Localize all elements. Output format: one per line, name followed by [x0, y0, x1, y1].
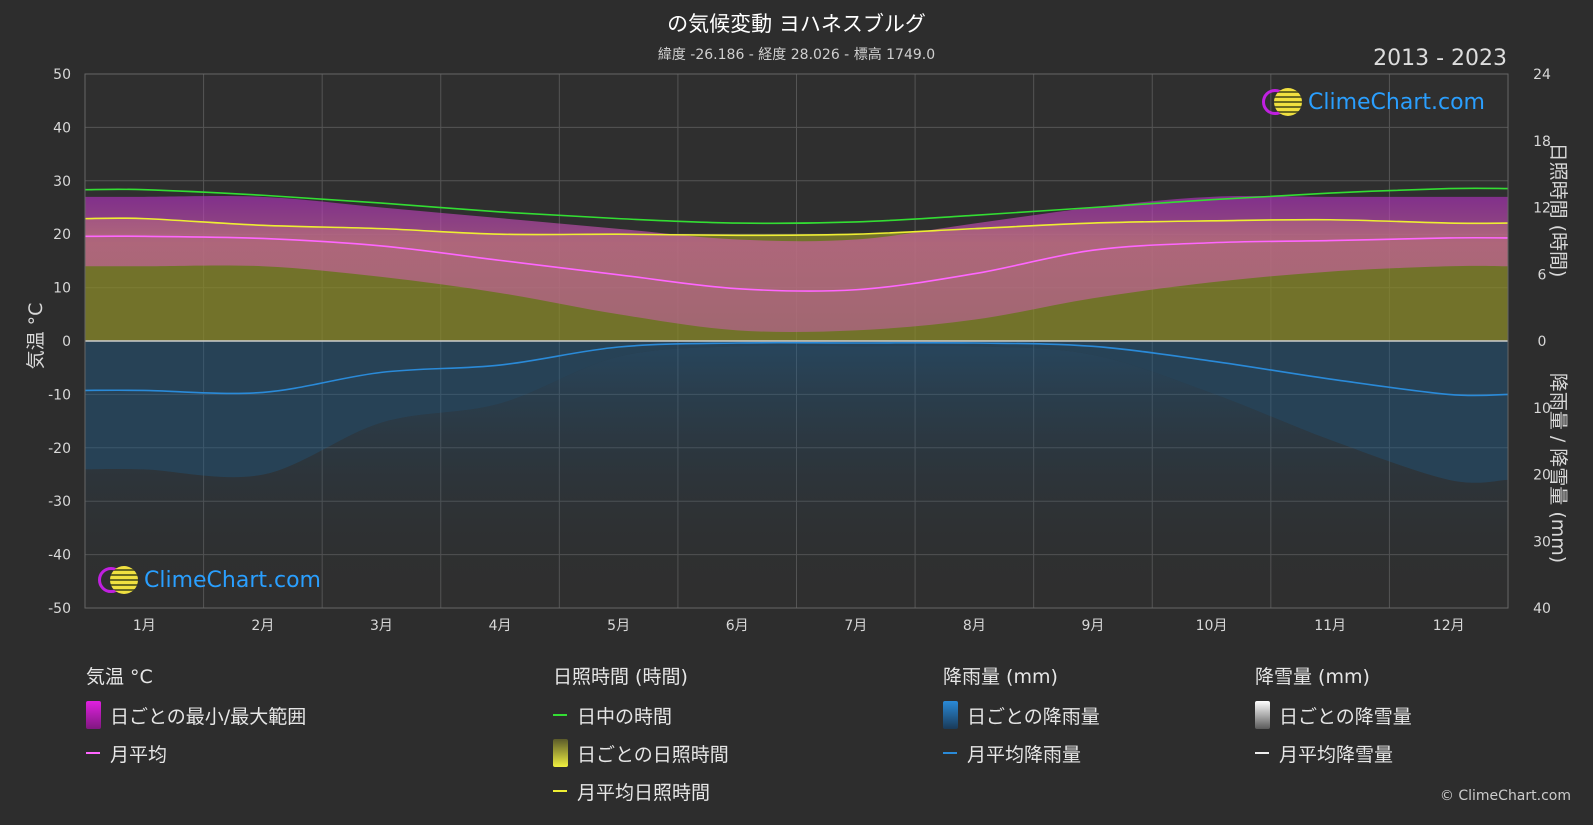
right-top-tick-label: 24 — [1533, 67, 1551, 83]
month-label: 8月 — [963, 618, 986, 634]
right-bottom-tick-label: 20 — [1533, 468, 1551, 484]
legend-rain: 降雨量 (mm) 日ごとの降雨量 月平均降雨量 — [943, 662, 1100, 778]
legend-item: 日ごとの日照時間 — [553, 739, 729, 767]
temp-range-band — [85, 196, 1508, 333]
legend-label: 日ごとの日照時間 — [577, 743, 729, 766]
legend-item: 日ごとの降雨量 — [943, 701, 1100, 729]
year-range: 2013 - 2023 — [1373, 46, 1507, 71]
legend-label: 日中の時間 — [577, 705, 673, 728]
right-top-axis-label: 日照時間 (時間) — [1547, 143, 1569, 278]
month-label: 10月 — [1196, 618, 1228, 634]
left-tick-label: -20 — [48, 441, 71, 457]
axis-ticks: 50 40 30 20 10 0 -10 -20 -30 -40 -50 24 18 12 6 0 10 20 30… — [48, 67, 1551, 634]
legend-label: 日ごとの降雨量 — [967, 705, 1100, 728]
legend-item: 日ごとの降雪量 — [1255, 701, 1412, 729]
copyright: © ClimeChart.com — [1439, 788, 1571, 804]
legend-item: 月平均 — [86, 740, 306, 766]
legend-rain-title: 降雨量 (mm) — [943, 666, 1058, 688]
series-line-0 — [84, 187, 1509, 225]
legend-temp-title: 気温 °C — [86, 666, 153, 688]
legend-label: 月平均降雪量 — [1279, 743, 1394, 766]
legend-label: 月平均 — [110, 743, 168, 766]
legend-label: 月平均降雨量 — [967, 743, 1082, 766]
left-tick-label: -30 — [48, 494, 71, 510]
plot-border — [84, 73, 1509, 609]
month-label: 2月 — [251, 618, 274, 634]
left-tick-label: 10 — [53, 281, 71, 297]
legend-item: 月平均降雨量 — [943, 740, 1100, 766]
logo-sun-icon — [110, 566, 138, 594]
sunshine-avg-swatch — [553, 790, 567, 792]
chart-title: の気候変動 ヨハネスブルグ — [667, 12, 926, 36]
left-tick-label: 0 — [62, 334, 71, 350]
rain-area — [85, 341, 1508, 483]
logo-top: ClimeChart.com — [1262, 88, 1485, 116]
right-bottom-tick-label: 40 — [1533, 601, 1551, 617]
legend-snow-title: 降雪量 (mm) — [1255, 666, 1370, 688]
right-top-tick-label: 0 — [1538, 334, 1547, 350]
left-tick-label: 50 — [53, 67, 71, 83]
rain-avg-swatch — [943, 752, 957, 754]
series-line-2 — [84, 235, 1509, 292]
data-fills — [85, 196, 1508, 608]
legend-snow: 降雪量 (mm) 日ごとの降雪量 月平均降雪量 — [1255, 662, 1412, 778]
month-label: 9月 — [1081, 618, 1104, 634]
right-bottom-tick-label: 10 — [1533, 401, 1551, 417]
series-line-1 — [84, 217, 1509, 237]
left-tick-label: -40 — [48, 548, 71, 564]
left-axis-label: 気温 °C — [25, 303, 47, 370]
right-top-tick-label: 6 — [1538, 267, 1547, 283]
legend-sun: 日照時間 (時間) 日中の時間 日ごとの日照時間 月平均日照時間 — [553, 662, 729, 816]
logo-text: ClimeChart.com — [144, 567, 321, 593]
month-label: 11月 — [1314, 618, 1346, 634]
month-label: 6月 — [726, 618, 749, 634]
right-top-tick-label: 18 — [1533, 134, 1551, 150]
left-tick-label: 40 — [53, 120, 71, 136]
rain-daily-swatch — [943, 701, 958, 729]
logo-bottom: ClimeChart.com — [98, 566, 321, 594]
left-tick-label: -50 — [48, 601, 71, 617]
month-label: 5月 — [607, 618, 630, 634]
legend-item: 月平均日照時間 — [553, 778, 729, 804]
month-label: 3月 — [370, 618, 393, 634]
legend-label: 日ごとの最小/最大範囲 — [110, 705, 307, 728]
right-bottom-tick-label: 30 — [1533, 534, 1551, 550]
right-bottom-axis-label: 降雨量 / 降雪量 (mm) — [1547, 373, 1569, 563]
left-tick-label: 20 — [53, 227, 71, 243]
month-label: 12月 — [1433, 618, 1465, 634]
daylight-swatch — [553, 714, 567, 716]
legend-temp: 気温 °C 日ごとの最小/最大範囲 月平均 — [86, 662, 306, 778]
right-top-tick-label: 12 — [1533, 201, 1551, 217]
legend-sun-title: 日照時間 (時間) — [553, 666, 688, 688]
legend-item: 月平均降雪量 — [1255, 740, 1412, 766]
legend-label: 月平均日照時間 — [577, 781, 711, 804]
logo-text: ClimeChart.com — [1308, 89, 1485, 115]
series-lines — [84, 73, 1509, 609]
chart-subtitle: 緯度 -26.186 - 経度 28.026 - 標高 1749.0 — [657, 47, 936, 63]
rain-fill — [85, 345, 1508, 608]
legend-label: 日ごとの降雪量 — [1279, 705, 1412, 728]
left-tick-label: 30 — [53, 174, 71, 190]
snow-avg-swatch — [1255, 752, 1269, 754]
month-label: 4月 — [489, 618, 512, 634]
logo-sun-icon — [1274, 88, 1302, 116]
snow-daily-swatch — [1255, 701, 1270, 729]
month-label: 1月 — [133, 618, 156, 634]
series-line-3 — [84, 341, 1509, 397]
temp-avg-swatch — [86, 752, 100, 754]
temp-range-swatch — [86, 701, 101, 729]
month-label: 7月 — [844, 618, 867, 634]
sunshine-daily-swatch — [553, 739, 568, 767]
left-tick-label: -10 — [48, 387, 71, 403]
legend-item: 日ごとの最小/最大範囲 — [86, 701, 307, 729]
legend-item: 日中の時間 — [553, 702, 729, 728]
